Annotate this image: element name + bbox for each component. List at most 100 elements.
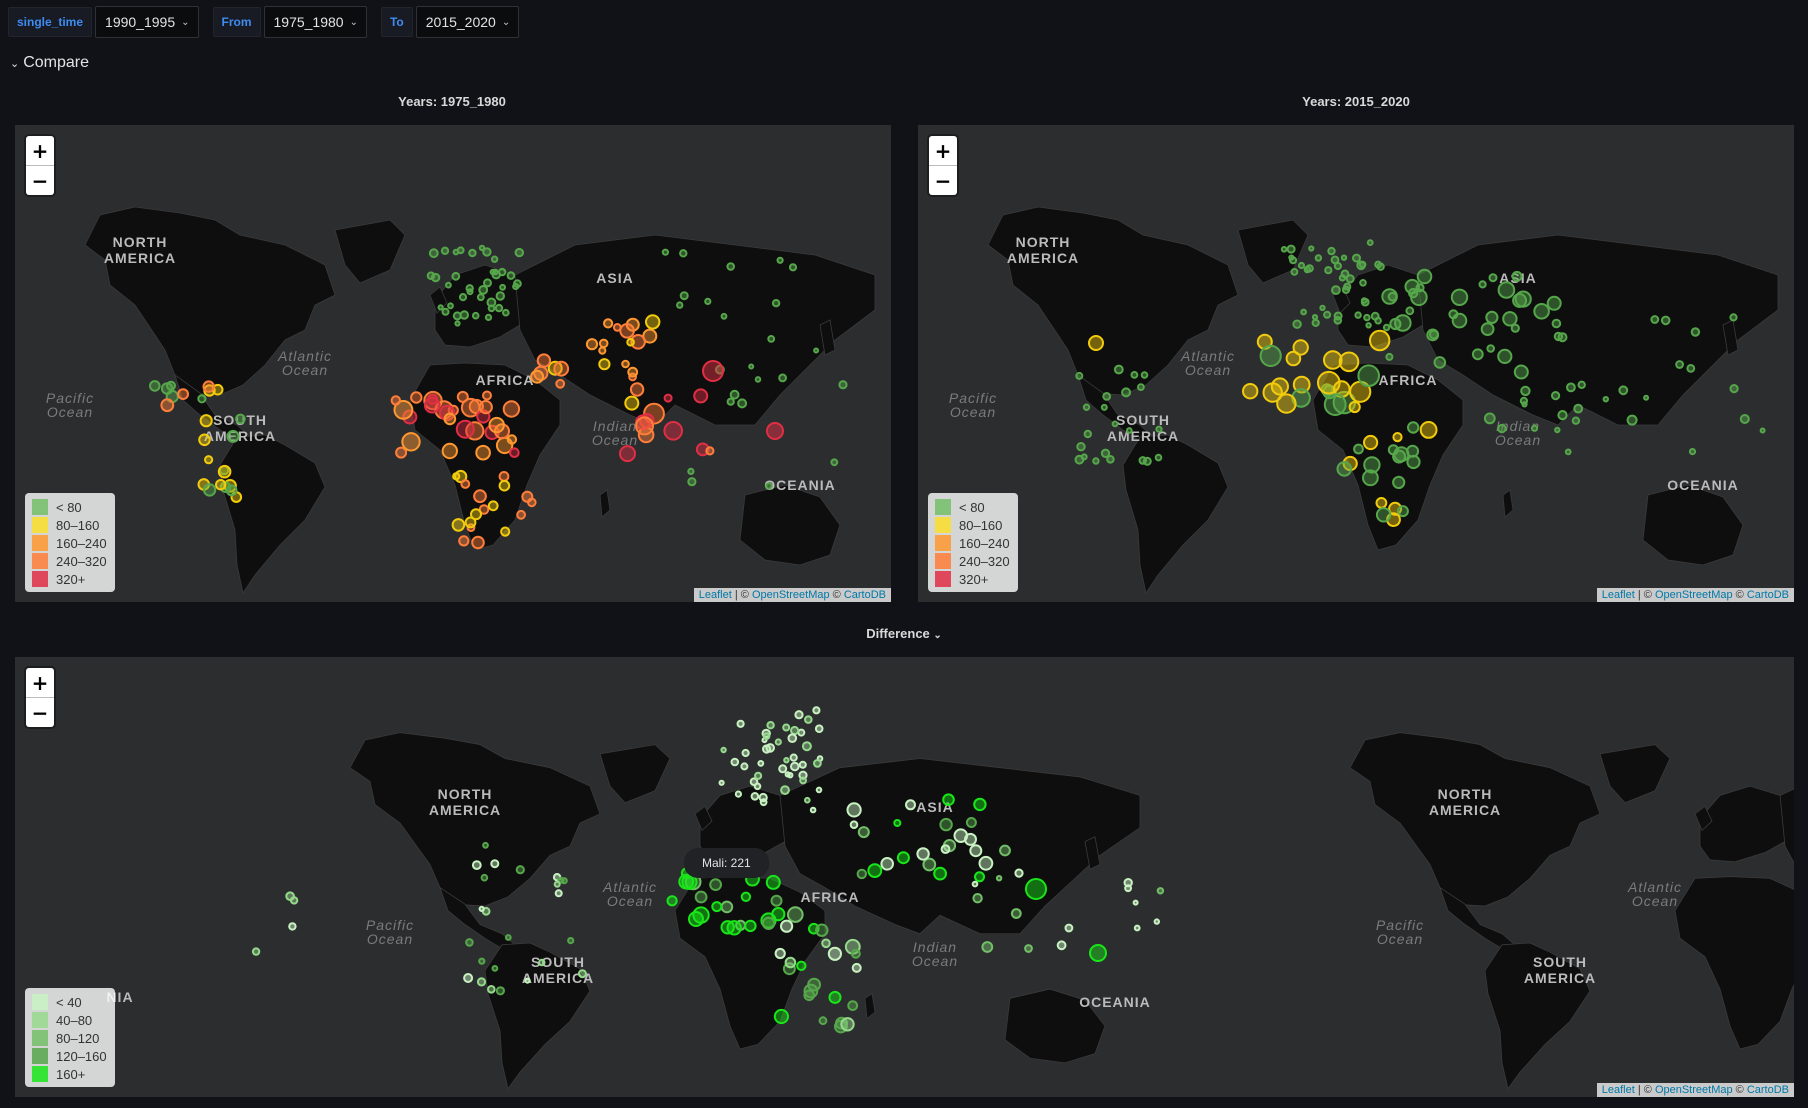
country-marker[interactable] [1317,370,1341,395]
country-marker[interactable] [1419,421,1438,439]
country-marker[interactable] [1557,332,1568,343]
country-marker[interactable] [494,303,504,313]
country-marker[interactable] [1111,420,1119,428]
country-marker[interactable] [554,889,563,898]
country-marker[interactable] [770,894,783,907]
country-marker[interactable] [1323,350,1343,370]
country-marker[interactable] [553,360,570,377]
to-select[interactable]: 2015_2020 ⌄ [415,6,520,38]
country-marker[interactable] [1276,393,1297,414]
mali-marker[interactable] [688,911,704,927]
country-marker[interactable] [812,706,821,715]
country-marker[interactable] [456,390,469,403]
country-marker[interactable] [149,380,161,392]
country-marker[interactable] [969,844,983,858]
country-marker[interactable] [1300,308,1308,316]
country-marker[interactable] [1285,350,1302,367]
country-marker[interactable] [1323,310,1332,319]
country-marker[interactable] [940,844,951,855]
country-marker[interactable] [838,380,848,390]
country-marker[interactable] [199,414,213,428]
country-marker[interactable] [630,334,646,350]
country-marker[interactable] [490,859,500,869]
country-marker[interactable] [720,900,734,914]
country-marker[interactable] [1088,335,1104,351]
country-marker[interactable] [965,817,977,828]
country-marker[interactable] [1557,410,1568,421]
country-marker[interactable] [393,400,414,420]
country-marker[interactable] [1130,371,1139,379]
country-marker[interactable] [1519,396,1529,405]
country-marker[interactable] [395,446,408,459]
country-marker[interactable] [441,442,458,460]
country-marker[interactable] [478,400,493,415]
country-marker[interactable] [538,958,546,967]
country-marker[interactable] [471,535,485,550]
country-marker[interactable] [1554,426,1561,434]
country-marker[interactable] [1123,878,1133,888]
country-marker[interactable] [390,395,401,406]
country-marker[interactable] [515,865,525,875]
zoom-in-button[interactable]: + [31,138,49,163]
country-marker[interactable] [509,447,520,459]
country-marker[interactable] [1511,270,1523,282]
zoom-out-button[interactable]: − [26,165,54,195]
country-marker[interactable] [504,934,512,941]
country-marker[interactable] [801,741,812,752]
country-marker[interactable] [1354,311,1362,319]
country-marker[interactable] [160,382,174,395]
country-marker[interactable] [1125,427,1133,434]
country-marker[interactable] [1341,285,1351,295]
country-marker[interactable] [498,471,510,482]
country-marker[interactable] [687,467,695,475]
country-marker[interactable] [1353,443,1364,455]
country-marker[interactable] [771,907,786,922]
country-marker[interactable] [1262,382,1283,403]
country-marker[interactable] [849,820,859,829]
country-marker[interactable] [1602,396,1609,403]
country-marker[interactable] [1133,924,1141,932]
country-marker[interactable] [440,246,450,256]
country-marker[interactable] [626,337,635,347]
country-marker[interactable] [973,797,987,812]
osm-link[interactable]: OpenStreetMap [1654,589,1733,601]
country-marker[interactable] [1551,391,1561,401]
country-marker[interactable] [1137,383,1145,392]
country-marker[interactable] [1360,297,1370,307]
country-marker[interactable] [598,338,609,349]
country-marker[interactable] [1327,246,1336,256]
country-marker[interactable] [476,293,485,302]
country-marker[interactable] [704,297,712,305]
compare-row-toggle[interactable]: ⌄ Compare [10,54,89,72]
country-marker[interactable] [1382,323,1391,332]
country-marker[interactable] [1497,348,1513,364]
country-marker[interactable] [473,489,487,504]
country-marker[interactable] [1075,371,1084,380]
country-marker[interactable] [516,509,527,520]
country-marker[interactable] [974,871,985,883]
country-marker[interactable] [288,922,297,931]
country-marker[interactable] [514,247,524,258]
country-marker[interactable] [1759,427,1766,434]
country-marker[interactable] [1551,318,1562,329]
country-marker[interactable] [1546,295,1562,311]
country-marker[interactable] [1626,414,1638,426]
country-marker[interactable] [1392,475,1406,489]
country-marker[interactable] [1485,310,1499,324]
country-marker[interactable] [666,895,678,907]
country-marker[interactable] [1729,384,1739,394]
country-marker[interactable] [1478,280,1487,289]
country-marker[interactable] [729,389,740,400]
country-marker[interactable] [857,826,870,839]
country-marker[interactable] [711,901,723,913]
country-marker[interactable] [527,497,537,508]
country-marker[interactable] [813,347,820,354]
country-marker[interactable] [995,875,1003,882]
country-marker[interactable] [1471,348,1484,361]
country-marker[interactable] [1566,382,1576,393]
country-marker[interactable] [1338,351,1360,373]
country-marker[interactable] [815,923,829,937]
country-marker[interactable] [1092,457,1100,465]
country-marker[interactable] [734,790,743,798]
country-marker[interactable] [748,363,755,370]
